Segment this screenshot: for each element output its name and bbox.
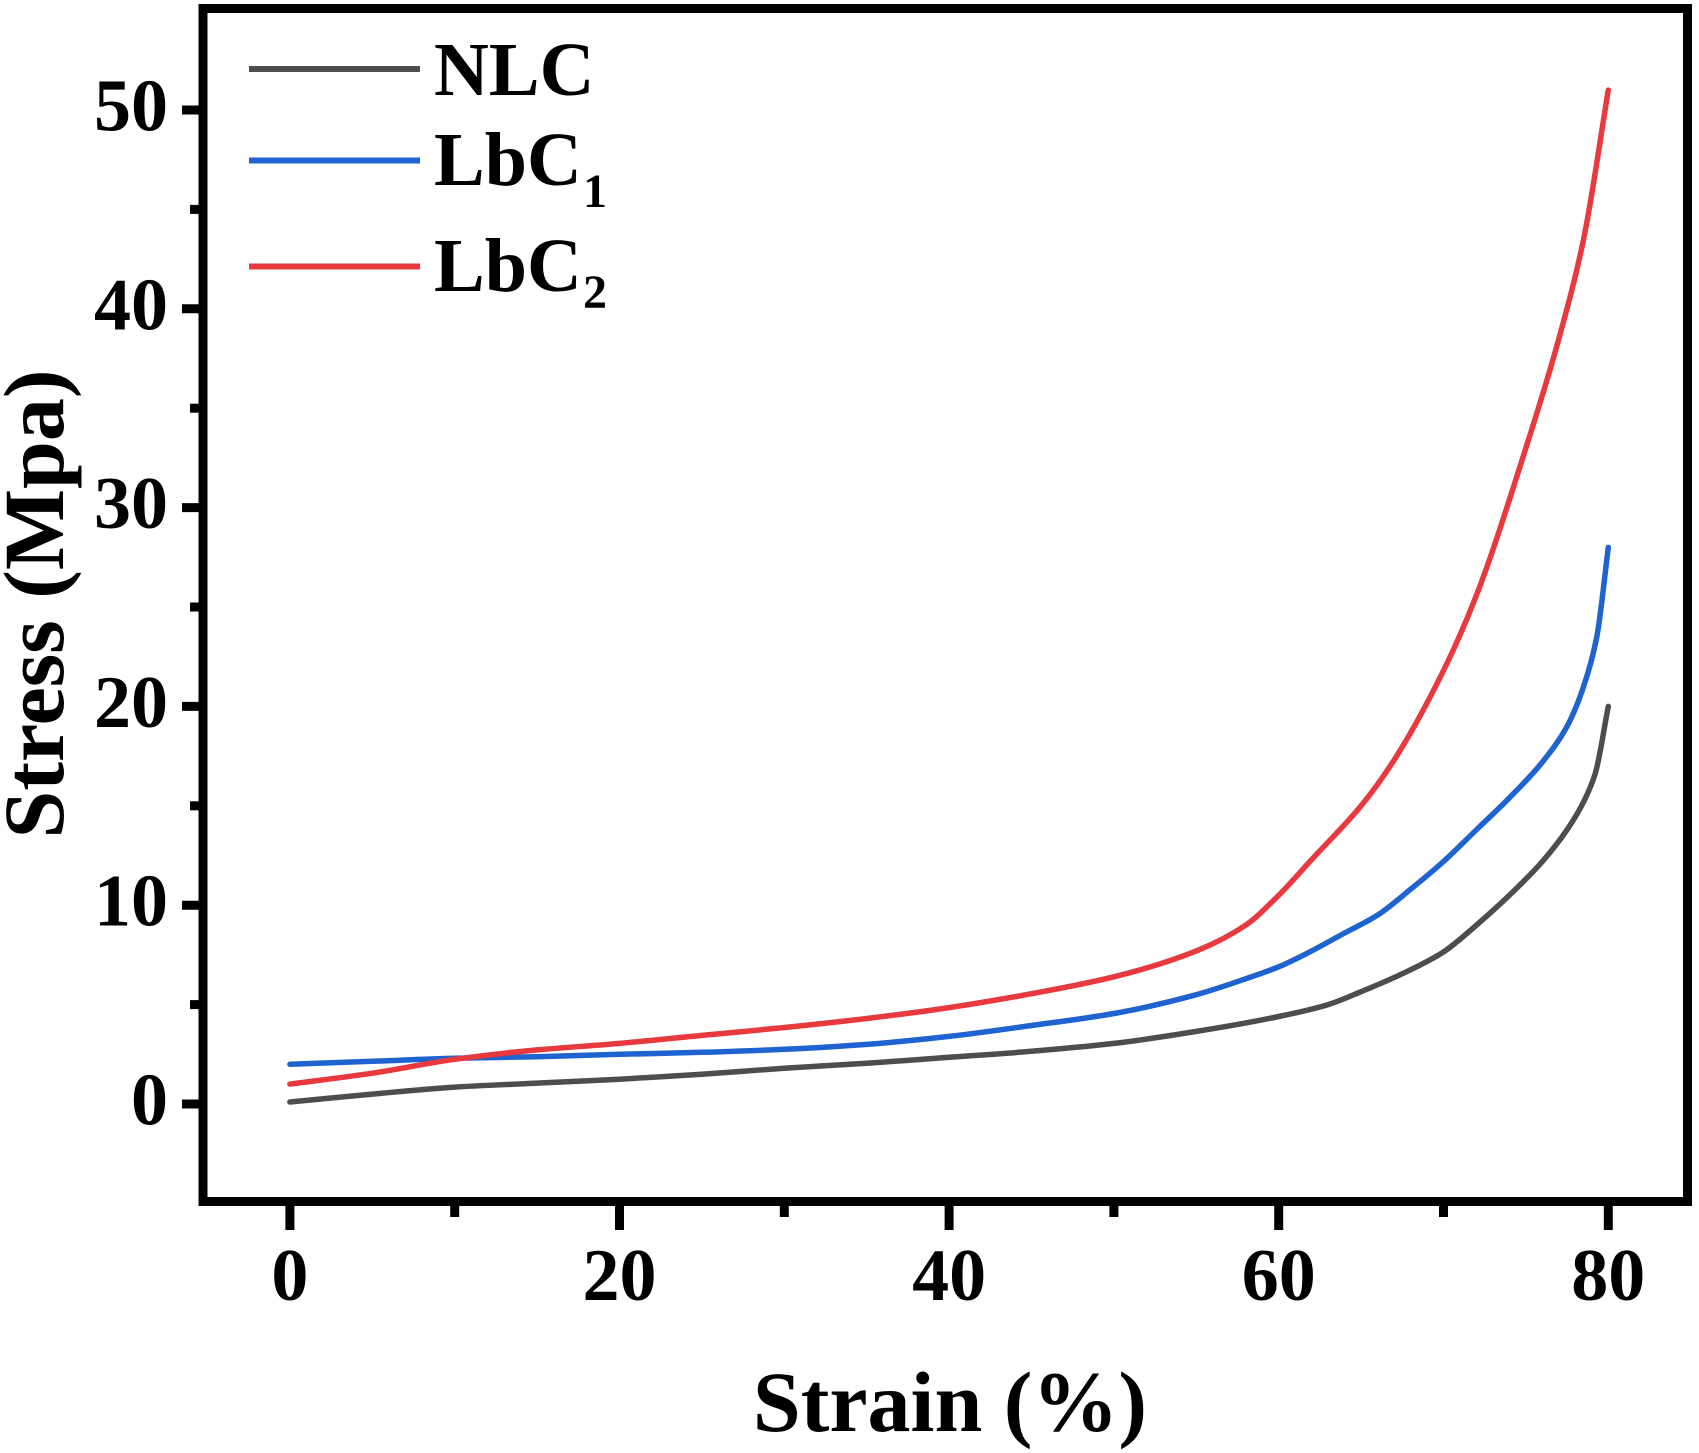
svg-text:60: 60 xyxy=(1242,1235,1316,1317)
svg-text:40: 40 xyxy=(94,264,168,346)
svg-text:40: 40 xyxy=(912,1235,986,1317)
svg-text:Stress (Mpa): Stress (Mpa) xyxy=(0,370,82,839)
svg-text:0: 0 xyxy=(131,1060,168,1142)
svg-text:20: 20 xyxy=(94,662,168,744)
svg-text:50: 50 xyxy=(94,66,168,148)
svg-text:0: 0 xyxy=(271,1235,308,1317)
svg-text:1: 1 xyxy=(583,165,607,218)
svg-text:LbC: LbC xyxy=(434,118,582,202)
svg-text:LbC: LbC xyxy=(434,224,582,308)
svg-text:2: 2 xyxy=(583,266,607,319)
svg-text:30: 30 xyxy=(94,463,168,545)
svg-text:NLC: NLC xyxy=(434,28,594,112)
svg-text:Strain (%): Strain (%) xyxy=(753,1354,1147,1450)
svg-text:10: 10 xyxy=(94,861,168,943)
svg-text:20: 20 xyxy=(583,1235,657,1317)
svg-text:80: 80 xyxy=(1571,1235,1645,1317)
